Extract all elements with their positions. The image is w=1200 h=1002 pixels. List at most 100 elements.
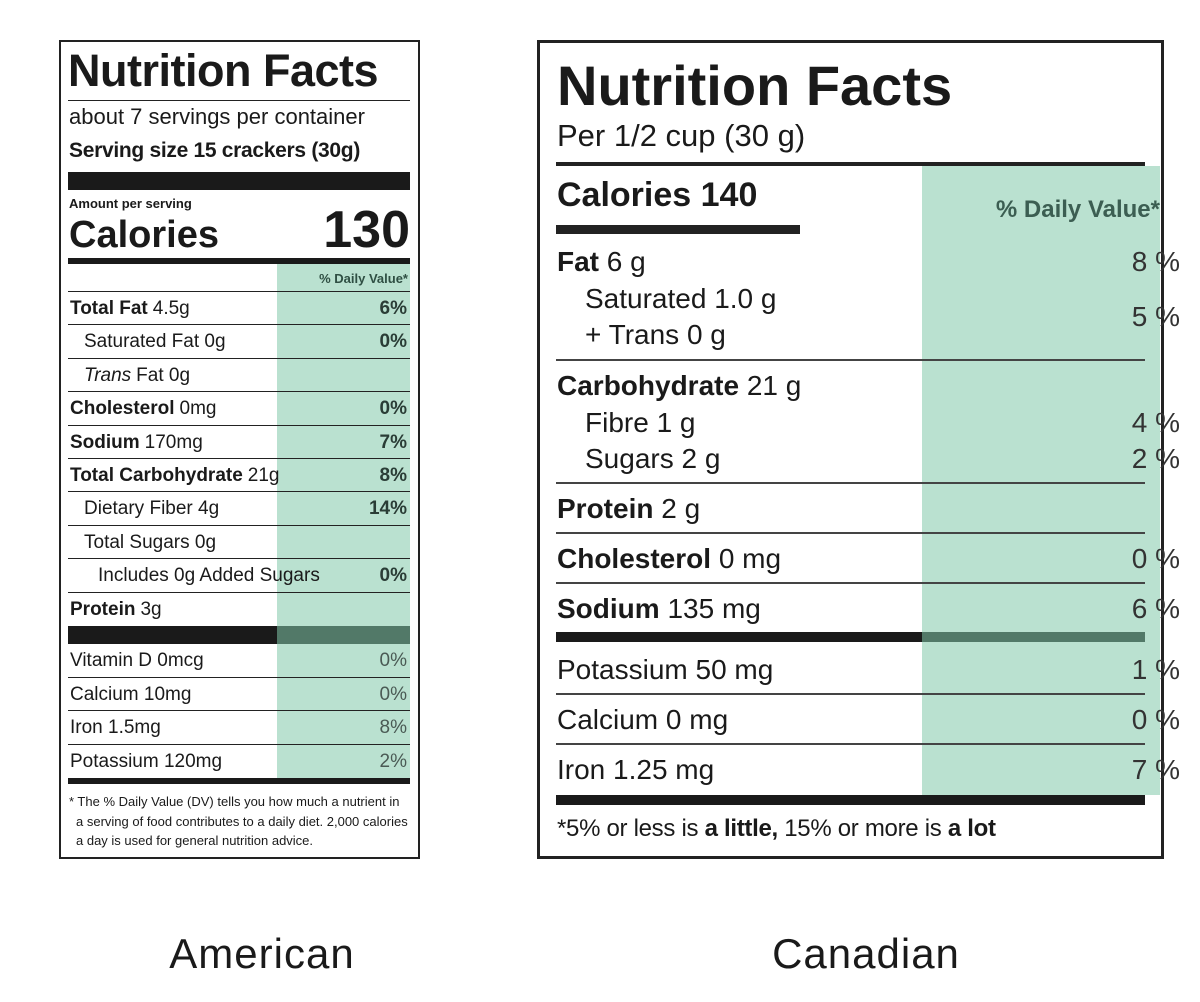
mineral: Calcium 0 mg xyxy=(557,704,729,735)
nutrient-label: Saturated Fat 0g xyxy=(84,325,226,358)
calories: Calories 140 xyxy=(557,178,757,212)
nutrient-label: Calcium 10mg xyxy=(70,678,191,712)
divider xyxy=(556,582,1145,584)
caption: American xyxy=(169,930,355,977)
nutrient-row: Vitamin D 0mcg 0% xyxy=(68,644,410,678)
nutrient-name: Cholesterol xyxy=(70,398,175,420)
nutrient-row: Total Carbohydrate 21g 8% xyxy=(68,459,410,493)
footnote-part: a little, xyxy=(704,815,779,842)
nutrient-label: Total Fat 4.5g xyxy=(70,292,190,325)
footnote-part: 15% or more is xyxy=(777,815,948,842)
nutrient-name: Saturated Fat 0g xyxy=(84,331,226,353)
daily-value: 0% xyxy=(379,398,407,420)
sodium: Sodium 135 mg xyxy=(557,595,761,623)
divider xyxy=(68,100,410,101)
daily-value: 8% xyxy=(379,717,407,738)
sub-nutrient: + Trans 0 g xyxy=(585,319,726,350)
amount-per-serving: Amount per serving xyxy=(69,196,192,211)
nutrient-amount: 0 mg xyxy=(718,543,782,574)
nutrient-label: Trans Fat 0g xyxy=(84,359,190,392)
nutrient-label: Total Sugars 0g xyxy=(84,526,216,559)
american-title: Nutrition Facts xyxy=(68,45,379,96)
thick-bar xyxy=(68,172,410,190)
calories-value: 130 xyxy=(323,201,410,259)
nutrient-amount: Fat 0g xyxy=(136,364,191,386)
footnote: *5% or less is a little, 15% or more is … xyxy=(557,817,996,841)
nutrient-name: Vitamin D 0mcg xyxy=(70,650,204,671)
daily-value: 0% xyxy=(379,565,407,587)
thick-bar xyxy=(68,778,410,784)
nutrient-amount: 6 g xyxy=(606,246,646,277)
canadian-title: Nutrition Facts xyxy=(557,54,953,117)
daily-value: 4 % xyxy=(1131,407,1180,438)
nutrient-name: Total Sugars 0g xyxy=(84,531,217,553)
daily-value: 7% xyxy=(379,431,407,453)
caption: Canadian xyxy=(772,930,960,977)
divider xyxy=(556,532,1145,534)
daily-value: 2% xyxy=(379,750,407,772)
nutrient-name: Protein xyxy=(557,493,654,524)
footnote-part: *5% or less is xyxy=(557,815,705,842)
nutrient-row: Protein 3g xyxy=(68,593,410,626)
nutrient-label: Cholesterol 0mg xyxy=(70,392,217,425)
mineral: Iron 1.25 mg xyxy=(557,754,715,785)
nutrient-name: Sodium xyxy=(557,593,660,624)
carbohydrate: Carbohydrate 21 g xyxy=(557,372,801,400)
nutrient-label: Protein 3g xyxy=(70,593,162,626)
nutrient-name: Sodium xyxy=(70,431,140,453)
nutrient-label: Dietary Fiber 4g xyxy=(84,492,219,525)
serving-size: Serving size 15 crackers (30g) xyxy=(69,139,361,162)
nutrient-row: Calcium 10mg 0% xyxy=(68,678,410,712)
nutrient-name: Calcium 10mg xyxy=(70,683,192,705)
sub-nutrient: Saturated 1.0 g xyxy=(585,283,777,314)
nutrient-name: Includes 0g Added Sugars xyxy=(98,565,320,587)
serving: Per 1/2 cup (30 g) xyxy=(557,118,806,153)
calories-underline xyxy=(556,225,800,234)
divider xyxy=(556,743,1145,745)
daily-value: 7 % xyxy=(1131,754,1180,785)
nutrient-row: Total Fat 4.5g 6% xyxy=(68,292,410,326)
nutrient-amount: 0mg xyxy=(179,398,217,420)
daily-value: 5 % xyxy=(1131,301,1180,332)
dv-header: % Daily Value* xyxy=(319,271,408,286)
calories-label: Calories xyxy=(557,176,692,214)
nutrient-label: Vitamin D 0mcg xyxy=(70,644,204,678)
nutrient-row: Saturated Fat 0g 0% xyxy=(68,325,410,359)
divider xyxy=(556,162,1145,166)
cholesterol: Cholesterol 0 mg xyxy=(557,545,781,573)
divider xyxy=(556,482,1145,484)
nutrient-label: Iron 1.5mg xyxy=(70,711,161,745)
nutrient-row: Trans Fat 0g xyxy=(68,359,410,393)
daily-value: 8 % xyxy=(1131,246,1180,277)
nutrient-row: Iron 1.5mg 8% xyxy=(68,711,410,745)
nutrient-amount: 21g xyxy=(247,465,280,486)
nutrient-name: Dietary Fiber 4g xyxy=(84,498,220,520)
fat: Fat 6 g xyxy=(557,248,646,276)
nutrient-name: Cholesterol xyxy=(557,543,712,574)
nutrient-amount: 3g xyxy=(140,598,162,620)
nutrient-label: Total Carbohydrate 21g xyxy=(70,459,279,492)
daily-value: 8% xyxy=(379,465,407,486)
nutrient-name: Total Fat xyxy=(70,298,148,319)
daily-value: 0% xyxy=(379,683,407,705)
daily-value: 6 % xyxy=(1131,593,1180,624)
nutrient-amount: 4.5g xyxy=(152,298,190,319)
mineral: Potassium 50 mg xyxy=(557,654,774,685)
divider xyxy=(556,359,1145,361)
daily-value: 14% xyxy=(368,498,407,520)
nutrient-row: Cholesterol 0mg 0% xyxy=(68,392,410,426)
nutrient-name: Protein xyxy=(70,598,136,620)
nutrient-row: Includes 0g Added Sugars 0% xyxy=(68,559,410,593)
nutrient-row: Total Sugars 0g xyxy=(68,526,410,560)
nutrient-label: Potassium 120mg xyxy=(70,745,222,779)
protein: Protein 2 g xyxy=(557,495,700,523)
canadian-label xyxy=(537,40,1164,859)
sub-nutrient: Fibre 1 g xyxy=(585,407,696,438)
dv-header: % Daily Value* xyxy=(995,196,1160,223)
american-label xyxy=(59,40,420,859)
calories-value: 140 xyxy=(700,176,758,214)
daily-value: 0% xyxy=(379,331,407,353)
nutrient-row: Dietary Fiber 4g 14% xyxy=(68,492,410,526)
nutrient-name: Iron 1.5mg xyxy=(70,717,161,738)
nutrient-row: Sodium 170mg 7% xyxy=(68,426,410,459)
